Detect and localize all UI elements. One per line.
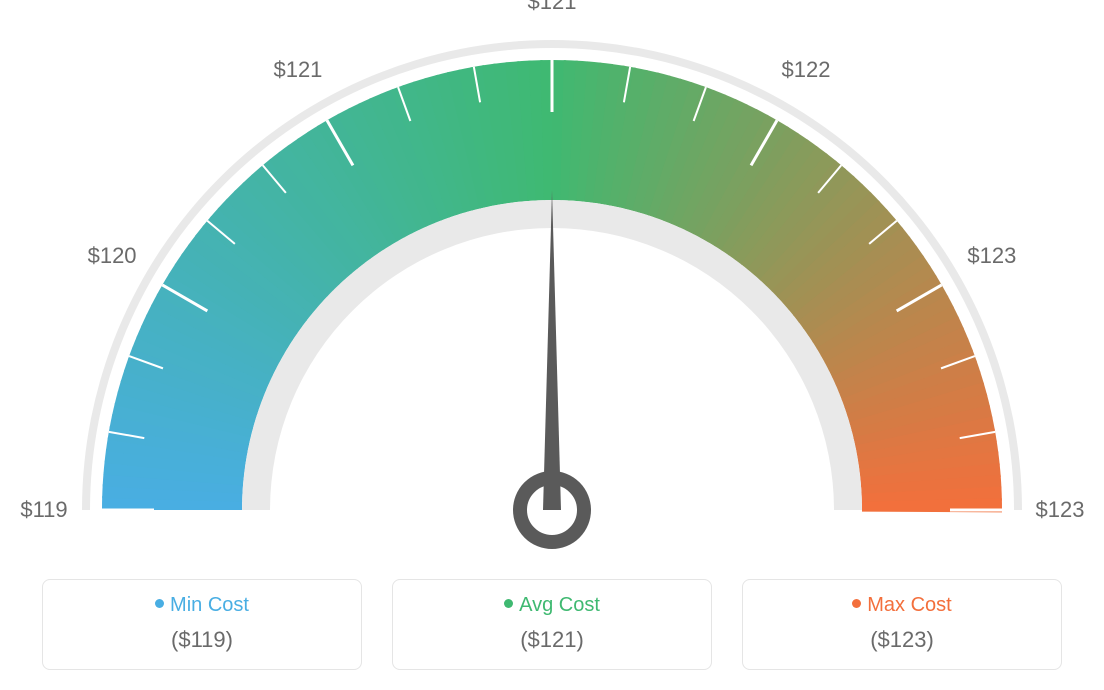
gauge-tick-label: $121 xyxy=(528,0,577,15)
legend-title-max: Max Cost xyxy=(753,594,1051,617)
gauge-svg xyxy=(0,0,1104,560)
legend-card-max: Max Cost ($123) xyxy=(742,579,1062,670)
legend-card-avg: Avg Cost ($121) xyxy=(392,579,712,670)
legend-value: ($123) xyxy=(753,627,1051,653)
legend-label: Max Cost xyxy=(867,594,951,616)
legend-value: ($121) xyxy=(403,627,701,653)
legend-title-avg: Avg Cost xyxy=(403,594,701,617)
gauge-tick-label: $120 xyxy=(88,243,137,269)
dot-icon xyxy=(155,599,164,608)
gauge-tick-label: $122 xyxy=(782,57,831,83)
gauge-tick-label: $121 xyxy=(273,57,322,83)
gauge-tick-label: $123 xyxy=(1036,497,1085,523)
gauge-tick-label: $123 xyxy=(967,243,1016,269)
gauge-chart: $119 $120 $121 $121 $122 $123 $123 xyxy=(0,0,1104,560)
legend-card-min: Min Cost ($119) xyxy=(42,579,362,670)
legend-label: Avg Cost xyxy=(519,594,600,616)
legend-value: ($119) xyxy=(53,627,351,653)
dot-icon xyxy=(852,599,861,608)
legend-title-min: Min Cost xyxy=(53,594,351,617)
dot-icon xyxy=(504,599,513,608)
legend-row: Min Cost ($119) Avg Cost ($121) Max Cost… xyxy=(0,579,1104,670)
legend-label: Min Cost xyxy=(170,594,249,616)
gauge-tick-label: $119 xyxy=(20,497,67,523)
